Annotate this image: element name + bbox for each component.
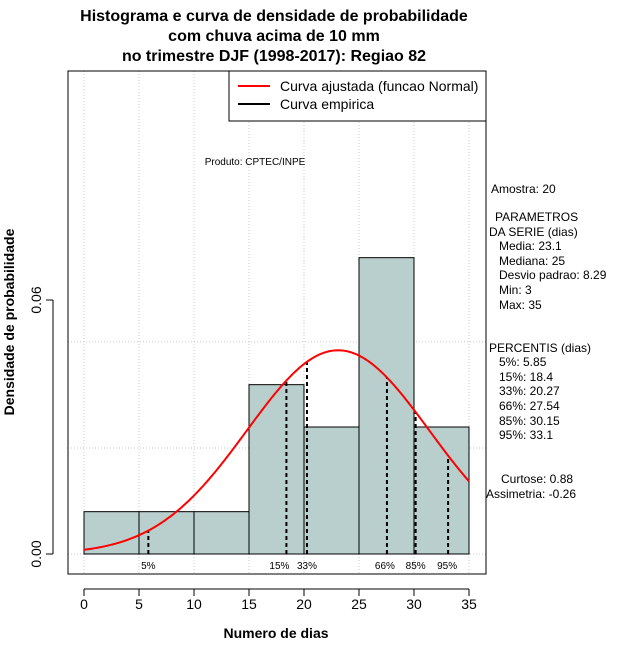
x-tick-label-5: 5 [135,596,143,612]
x-tick-label-20: 20 [296,596,312,612]
histogram-bar-3 [248,384,305,555]
y-tick-label-1: 0.06 [28,286,44,313]
stat-p15: 15%: 18.4 [499,370,553,384]
bars-layer [83,257,470,555]
x-tick-label-25: 25 [351,596,367,612]
stat-media: Media: 23.1 [499,239,562,253]
percentile-label-33: 33% [297,561,317,572]
fitted-normal-curve [83,349,470,551]
stat-percentis-title: PERCENTIS (dias) [489,341,591,355]
y-axis-label: Densidade de probabilidade [1,228,17,415]
percentile-label-15: 15% [269,561,289,572]
stat-parametros-title-1: PARAMETROS [495,210,578,224]
product-label: Produto: CPTEC/INPE [205,157,306,168]
stat-mediana: Mediana: 25 [499,254,565,268]
stat-curtose: Curtose: 0.88 [501,472,573,486]
axis-layer: 0 5 10 15 20 25 30 35 0.00 0.06 [28,286,477,612]
chart-title-line-1: Histograma e curva de densidade de proba… [80,8,468,25]
histogram-bar-2 [193,511,250,555]
legend-empirical-label: Curva empirica [280,96,374,112]
stat-p85: 85%: 30.15 [499,414,560,428]
stat-max: Max: 35 [499,298,542,312]
stat-p66: 66%: 27.54 [499,399,560,413]
legend-fitted-label: Curva ajustada (funcao Normal) [280,78,478,94]
percentile-lines-layer: 5% 15% 33% 66% 85% 95% [141,361,457,572]
chart-title-line-3: no trimestre DJF (1998-2017): Regiao 82 [122,48,426,65]
x-tick-label-30: 30 [406,596,422,612]
stat-amostra: Amostra: 20 [491,182,556,196]
stat-desvio: Desvio padrao: 8.29 [499,268,607,282]
stat-p95: 95%: 33.1 [499,428,553,442]
statistics-panel: Amostra: 20 PARAMETROS DA SERIE (dias) M… [486,182,607,501]
stat-p5: 5%: 5.85 [499,355,547,369]
stat-assimetria: Assimetria: -0.26 [486,487,576,501]
x-tick-label-10: 10 [186,596,202,612]
x-tick-label-0: 0 [80,596,88,612]
percentile-label-95: 95% [437,561,457,572]
legend-box [228,70,487,122]
percentile-label-5: 5% [141,561,156,572]
x-tick-label-15: 15 [241,596,257,612]
stat-min: Min: 3 [499,283,532,297]
x-axis-label: Numero de dias [223,625,328,641]
x-tick-label-35: 35 [461,596,477,612]
stat-parametros-title-2: DA SERIE (dias) [489,225,578,239]
curve-layer [83,349,470,551]
percentile-label-85: 85% [406,561,426,572]
histogram-bar-0 [83,511,140,555]
chart-title-line-2: com chuva acima de 10 mm [168,28,380,45]
y-tick-label-0: 0.00 [28,540,44,567]
stat-p33: 33%: 20.27 [499,384,560,398]
percentile-label-66: 66% [375,561,395,572]
legend: Curva ajustada (funcao Normal) Curva emp… [228,70,487,122]
histogram-bar-1 [138,511,195,555]
histogram-bar-4 [303,426,360,555]
